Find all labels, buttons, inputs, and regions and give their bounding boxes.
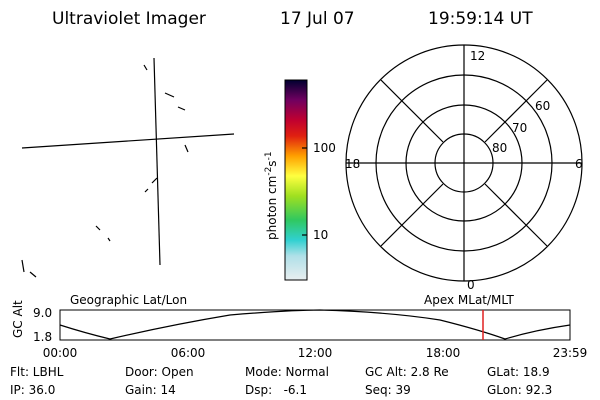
unit: s (265, 160, 279, 166)
status-field: Gain: 14 (125, 383, 176, 397)
status-field: GC Alt: 2.8 Re (365, 365, 449, 379)
time-tick-label: 18:00 (426, 346, 461, 360)
altitude-curve (59, 309, 571, 340)
exp: -2 (264, 167, 274, 176)
instrument: Ultraviolet Imager (52, 9, 206, 29)
geo-grid (21, 57, 235, 278)
mlt-label: 6 (575, 157, 583, 171)
axis-label: GC Alt (11, 300, 25, 338)
mlt-label: 18 (345, 157, 360, 171)
lat-label: 80 (492, 141, 507, 155)
time-tick-label: 00:00 (43, 346, 78, 360)
colorbar-tick-label: 100 (313, 141, 336, 155)
time-tick-label: 12:00 (298, 346, 333, 360)
alt-tick-label: 1.8 (33, 330, 52, 344)
mlt-label: 0 (467, 278, 475, 292)
exp: -1 (264, 151, 274, 160)
status-field: GLon: 92.3 (487, 383, 552, 397)
alt-tick-label: 9.0 (33, 306, 52, 320)
polar-grid (345, 44, 583, 282)
status-field: IP: 36.0 (10, 383, 55, 397)
time: 19:59:14 UT (428, 9, 533, 29)
status-field: Seq: 39 (365, 383, 411, 397)
colorbar-tick-label: 10 (313, 228, 328, 242)
mlt-label: 12 (470, 49, 485, 63)
footer: Flt: LBHL Door: Open Mode: Normal GC Alt: 2… (10, 365, 552, 397)
date: 17 Jul 07 (280, 9, 355, 29)
lat-label: 60 (535, 99, 550, 113)
status-field: Flt: LBHL (10, 365, 64, 379)
label: photon cm (265, 176, 279, 240)
time-tick-label: 06:00 (171, 346, 206, 360)
panel-title: Geographic Lat/Lon (70, 293, 187, 307)
panel-title: Apex MLat/MLT (424, 293, 514, 307)
colorbar (284, 79, 308, 281)
status-field: Dsp: -6.1 (245, 383, 307, 397)
lat-label: 70 (512, 121, 527, 135)
time-tick-label: 23:59 (553, 346, 588, 360)
status-field: GLat: 18.9 (487, 365, 550, 379)
status-field: Door: Open (125, 365, 194, 379)
colorbar-label: photon cm-2s-1 (264, 151, 279, 240)
status-field: Mode: Normal (245, 365, 329, 379)
